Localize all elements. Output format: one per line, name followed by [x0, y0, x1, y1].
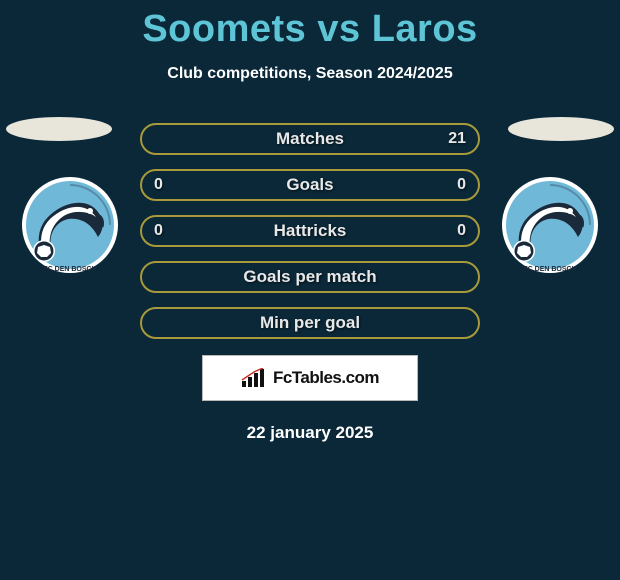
comparison-area: FC DEN BOSCH FC DEN BOSCH Matches 21 0 G…: [0, 123, 620, 443]
date-label: 22 january 2025: [0, 423, 620, 443]
stat-row-min-per-goal: Min per goal: [140, 307, 480, 339]
stat-label: Hattricks: [274, 221, 347, 241]
stat-row-goals-per-match: Goals per match: [140, 261, 480, 293]
stat-label: Goals: [286, 175, 333, 195]
brand-text: FcTables.com: [273, 368, 379, 388]
club-badge-left: FC DEN BOSCH: [20, 175, 120, 275]
subtitle: Club competitions, Season 2024/2025: [0, 65, 620, 83]
stat-label: Matches: [276, 129, 344, 149]
stat-left-value: 0: [154, 176, 163, 194]
player-placeholder-right: [508, 117, 614, 141]
stat-row-hattricks: 0 Hattricks 0: [140, 215, 480, 247]
svg-text:FC DEN BOSCH: FC DEN BOSCH: [43, 266, 96, 273]
page-title: Soomets vs Laros: [0, 0, 620, 51]
svg-text:FC DEN BOSCH: FC DEN BOSCH: [523, 266, 576, 273]
stat-label: Goals per match: [243, 267, 376, 287]
stat-row-matches: Matches 21: [140, 123, 480, 155]
player-placeholder-left: [6, 117, 112, 141]
stat-row-goals: 0 Goals 0: [140, 169, 480, 201]
bar-chart-icon: [241, 368, 267, 388]
stat-right-value: 0: [457, 176, 466, 194]
stat-rows: Matches 21 0 Goals 0 0 Hattricks 0 Goals…: [140, 123, 480, 339]
club-badge-right: FC DEN BOSCH: [500, 175, 600, 275]
brand-box: FcTables.com: [202, 355, 418, 401]
stat-label: Min per goal: [260, 313, 360, 333]
stat-right-value: 0: [457, 222, 466, 240]
stat-left-value: 0: [154, 222, 163, 240]
stat-right-value: 21: [448, 130, 466, 148]
